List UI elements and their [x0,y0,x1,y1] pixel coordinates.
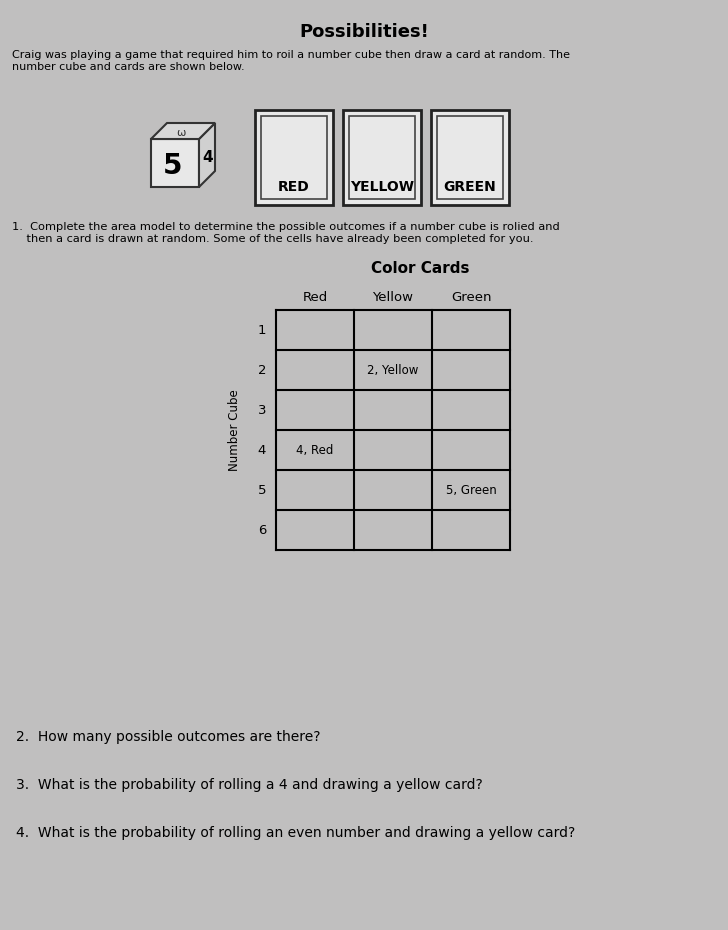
Text: Yellow: Yellow [373,290,414,303]
Text: 4: 4 [258,444,266,457]
Text: 5: 5 [163,152,183,180]
Text: Number Cube: Number Cube [227,389,240,471]
FancyBboxPatch shape [431,110,509,205]
Text: 5, Green: 5, Green [446,484,496,497]
Text: Green: Green [451,290,491,303]
Text: 1.  Complete the area model to determine the possible outcomes if a number cube : 1. Complete the area model to determine … [12,222,560,244]
Text: 4, Red: 4, Red [296,444,333,457]
FancyBboxPatch shape [255,110,333,205]
Text: 3.  What is the probability of rolling a 4 and drawing a yellow card?: 3. What is the probability of rolling a … [16,778,483,792]
Text: Craig was playing a game that required him to roil a number cube then draw a car: Craig was playing a game that required h… [12,50,570,72]
FancyBboxPatch shape [261,116,327,199]
Text: 6: 6 [258,524,266,537]
FancyBboxPatch shape [343,110,421,205]
Text: 5: 5 [258,484,266,497]
Text: RED: RED [278,180,310,194]
Polygon shape [151,139,199,187]
Text: 2, Yellow: 2, Yellow [368,364,419,377]
FancyBboxPatch shape [349,116,415,199]
Text: Red: Red [302,290,328,303]
Text: 4: 4 [202,150,213,165]
Polygon shape [199,123,215,187]
Text: Color Cards: Color Cards [371,260,470,275]
Text: 3: 3 [258,404,266,417]
Text: 4.  What is the probability of rolling an even number and drawing a yellow card?: 4. What is the probability of rolling an… [16,826,575,840]
Text: GREEN: GREEN [443,180,496,194]
Text: ω: ω [176,128,186,138]
Text: 2.  How many possible outcomes are there?: 2. How many possible outcomes are there? [16,730,320,744]
Text: Possibilities!: Possibilities! [299,23,429,41]
Text: 1: 1 [258,324,266,337]
Text: YELLOW: YELLOW [350,180,414,194]
Text: 2: 2 [258,364,266,377]
FancyBboxPatch shape [437,116,503,199]
Polygon shape [151,123,215,139]
